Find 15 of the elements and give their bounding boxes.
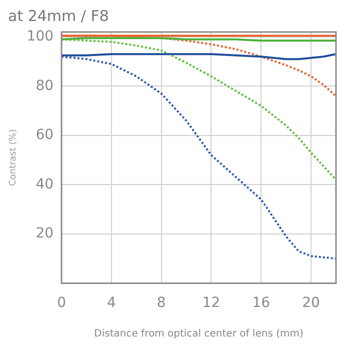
y-tick-label: 40: [36, 176, 54, 192]
x-tick-label: 20: [302, 295, 320, 312]
line-series: [62, 56, 336, 260]
y-tick-label: 60: [36, 127, 54, 144]
x-axis-title: Distance from optical center of lens (mm): [94, 328, 304, 340]
x-tick-label: 12: [202, 295, 220, 312]
y-tick-label: 80: [36, 78, 54, 94]
x-tick-label: 8: [156, 295, 166, 312]
y-axis-title: Contrast (%): [8, 129, 19, 186]
x-tick-label: 0: [57, 295, 66, 312]
x-tick-label: 4: [106, 295, 116, 312]
x-tick-label: 16: [252, 295, 270, 312]
y-tick-label: 100: [26, 28, 54, 45]
y-tick-label: 20: [36, 226, 54, 242]
chart-title: at 24mm / F8: [8, 6, 109, 25]
